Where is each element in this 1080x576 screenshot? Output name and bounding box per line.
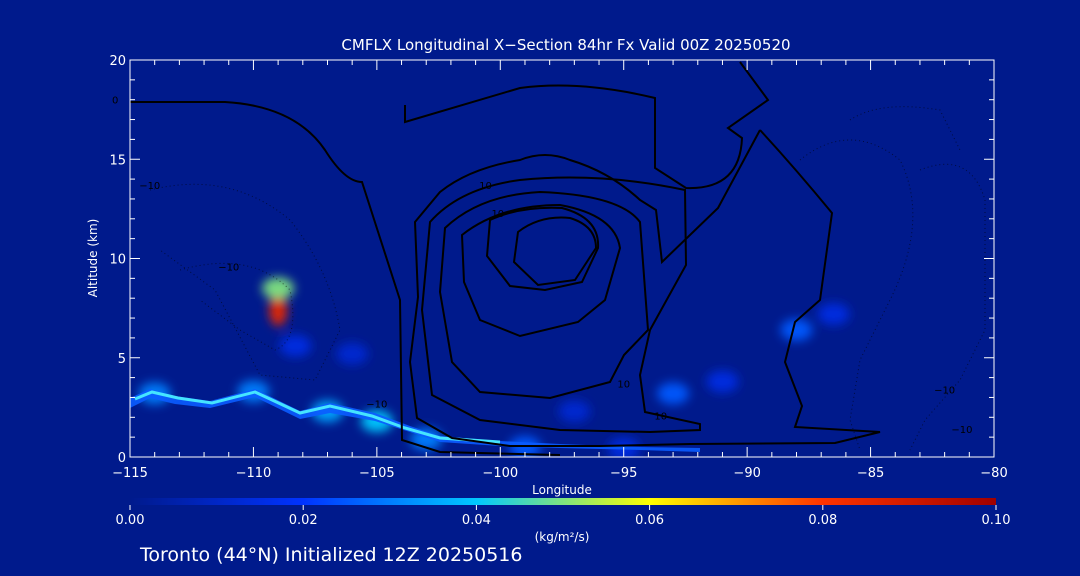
colorbar-tick-label-2: 0.04 (462, 513, 491, 528)
flux-point-11 (657, 382, 690, 405)
flux-point-13 (780, 318, 813, 341)
x-tick-label-3: −100 (482, 466, 518, 481)
colorbar-tick-label-4: 0.08 (808, 513, 837, 528)
flux-point-0 (269, 294, 288, 327)
colorbar-ticks: 0.00 0.02 0.04 0.06 0.08 0.10 (116, 505, 1011, 528)
x-axis: −115 −110 −105 −100 −95 −90 −85 −80 (112, 60, 1008, 481)
colorbar-tick-label-3: 0.06 (635, 513, 664, 528)
flux-point-14 (817, 303, 850, 326)
x-tick-label-4: −95 (610, 466, 637, 481)
contour-label-5: −10 (366, 399, 387, 410)
flux-point-1 (262, 277, 295, 300)
y-tick-label-3: 15 (109, 153, 126, 168)
flux-field (138, 277, 850, 457)
contour-label-8: −10 (934, 385, 955, 396)
y-tick-label-0: 0 (118, 451, 126, 466)
plot-area: 0 −10 −10 10 10 −10 10 10 −10 −10 −115 −110 −105 −10… (109, 54, 1007, 481)
x-axis-label: Longitude (532, 483, 592, 497)
dotted-contours (149, 106, 986, 451)
x-tick-label-5: −90 (733, 466, 760, 481)
flux-point-12 (706, 370, 739, 393)
x-tick-label-6: −85 (857, 466, 884, 481)
flux-point-15 (558, 400, 591, 423)
contour-lines (130, 61, 881, 456)
x-tick-label-2: −105 (359, 466, 395, 481)
contour-label-2: −10 (218, 262, 239, 273)
colorbar: 0.00 0.02 0.04 0.06 0.08 0.10 (kg/m²/s) (116, 498, 1011, 544)
contour-label-group: 0 −10 −10 10 10 −10 10 10 −10 −10 (112, 96, 972, 437)
contour-label-7: 10 (654, 411, 667, 422)
y-tick-label-1: 5 (118, 352, 126, 367)
y-axis-label: Altitude (km) (86, 219, 100, 298)
y-axis: 0 5 10 15 20 (109, 54, 994, 466)
surface-flux-band (130, 389, 700, 452)
contour-label-6: 10 (617, 380, 630, 391)
contour-label-9: −10 (951, 425, 972, 436)
x-tick-label-7: −80 (980, 466, 1007, 481)
contour-label-0: 0 (112, 96, 118, 107)
colorbar-tick-label-5: 0.10 (982, 513, 1011, 528)
x-tick-label-1: −110 (236, 466, 272, 481)
contour-label-3: 10 (479, 181, 492, 192)
colorbar-unit-label: (kg/m²/s) (535, 530, 590, 544)
flux-point-2 (279, 334, 312, 357)
flux-point-3 (336, 342, 369, 365)
x-tick-label-0: −115 (112, 466, 148, 481)
y-tick-label-2: 10 (109, 253, 126, 268)
colorbar-bar (130, 498, 996, 505)
colorbar-tick-label-0: 0.00 (116, 513, 145, 528)
y-tick-label-4: 20 (109, 54, 126, 69)
station-init-text: Toronto (44°N) Initialized 12Z 20250516 (139, 544, 523, 566)
contour-label-4: 10 (491, 209, 504, 220)
contour-label-1: −10 (139, 181, 160, 192)
chart-title: CMFLX Longitudinal X−Section 84hr Fx Val… (341, 36, 790, 54)
colorbar-tick-label-1: 0.02 (289, 513, 318, 528)
